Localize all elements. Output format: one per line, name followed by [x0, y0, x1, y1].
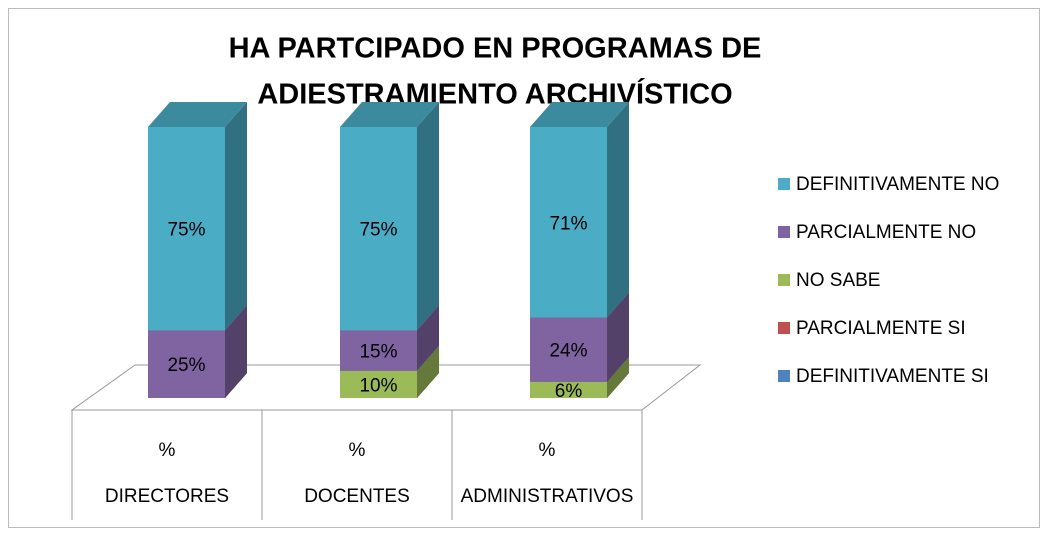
bar-top	[530, 102, 629, 127]
data-label: 75%	[359, 220, 397, 241]
bar-segment	[340, 370, 417, 398]
bar-segment	[530, 317, 607, 382]
x-tick-label: DIRECTORES	[105, 486, 229, 507]
legend-label: DEFINITIVAMENTE SI	[796, 366, 989, 387]
bar-side	[225, 305, 247, 398]
bar-segment	[340, 127, 417, 331]
data-label: 75%	[167, 220, 205, 241]
data-label: 71%	[549, 213, 587, 234]
legend-label: NO SABE	[796, 270, 880, 291]
legend-label: PARCIALMENTE NO	[796, 222, 976, 243]
bar-segment	[530, 127, 607, 318]
data-label: 24%	[549, 341, 587, 362]
bar-side	[417, 305, 439, 371]
bar-segment	[148, 330, 225, 398]
chart-title: ADIESTRAMIENTO ARCHIVÍSTICO	[257, 77, 732, 111]
bar-side	[417, 345, 439, 398]
bar-segment	[530, 381, 607, 398]
legend-label: PARCIALMENTE SI	[796, 318, 966, 339]
legend-swatch	[778, 226, 790, 238]
bar-top	[148, 102, 247, 127]
x-tick-label: %	[159, 440, 176, 461]
bar-side	[607, 292, 629, 382]
legend-swatch	[778, 178, 790, 190]
bar-segment	[340, 330, 417, 371]
chart-title: HA PARTCIPADO EN PROGRAMAS DE	[229, 33, 762, 65]
legend-label: DEFINITIVAMENTE NO	[796, 174, 999, 195]
bar-segment	[148, 127, 225, 331]
bar-side	[417, 102, 439, 331]
x-tick-label: DOCENTES	[304, 486, 410, 507]
legend-swatch	[778, 322, 790, 334]
data-label: 6%	[555, 381, 583, 402]
x-tick-label: ADMINISTRATIVOS	[461, 486, 634, 507]
data-label: 25%	[167, 355, 205, 376]
x-tick-label: %	[349, 440, 366, 461]
bar-side	[607, 356, 629, 398]
bar-side	[607, 102, 629, 318]
x-tick-label: %	[539, 440, 556, 461]
data-label: 15%	[359, 342, 397, 363]
category-grid	[71, 410, 643, 520]
legend-swatch	[778, 370, 790, 382]
bar-top	[340, 102, 439, 127]
data-label: 10%	[359, 375, 397, 396]
legend-swatch	[778, 274, 790, 286]
bar-side	[225, 102, 247, 331]
